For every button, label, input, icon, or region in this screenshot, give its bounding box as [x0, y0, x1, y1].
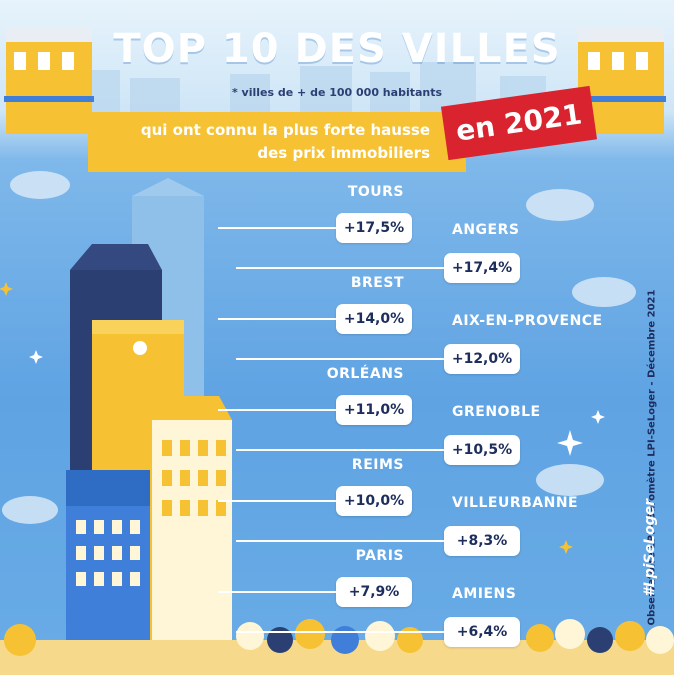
value-label: +6,4% [444, 617, 520, 647]
leader-line [236, 540, 444, 542]
city-label: VILLEURBANNE [452, 495, 579, 511]
footnote: * villes de + de 100 000 habitants [231, 86, 443, 99]
bottom-trees [0, 619, 674, 675]
city-label: TOURS [347, 184, 404, 200]
white-front-building [152, 396, 232, 660]
city-label: BREST [350, 275, 404, 291]
leader-line [236, 631, 444, 633]
page-title: TOP 10 DES VILLES [113, 26, 561, 72]
city-label: ORLÉANS [326, 366, 404, 382]
right-top-house [576, 28, 666, 134]
left-top-house [4, 28, 94, 134]
sparkles-yellow [0, 282, 573, 554]
leader-line [218, 591, 336, 593]
hashtag-text: #LpiSeLoger [642, 498, 658, 598]
leader-line [236, 267, 444, 269]
city-label: GRENOBLE [452, 404, 541, 420]
value-label: +14,0% [336, 304, 412, 334]
value-label: +12,0% [444, 344, 520, 374]
subtitle-line-1: qui ont connu la plus forte hausse [140, 121, 430, 139]
leader-line [218, 409, 336, 411]
value-label: +17,5% [336, 213, 412, 243]
value-label: +17,4% [444, 253, 520, 283]
value-label: +10,0% [336, 486, 412, 516]
leader-line [236, 449, 444, 451]
sparkles [29, 350, 605, 456]
leader-line [236, 358, 444, 360]
blue-front-building [66, 470, 150, 670]
subtitle-line-2: des prix immobiliers [257, 144, 430, 162]
subtitle-banner-text: qui ont connu la plus forte hausse des p… [100, 119, 430, 165]
leader-line [218, 318, 336, 320]
city-label: PARIS [355, 548, 404, 564]
value-label: +10,5% [444, 435, 520, 465]
value-label: +7,9% [336, 577, 412, 607]
leader-line [218, 227, 336, 229]
city-label: ANGERS [452, 222, 520, 238]
city-label: AMIENS [452, 586, 517, 602]
city-label: AIX-EN-PROVENCE [452, 313, 603, 329]
subtitle-banner [88, 112, 466, 172]
value-label: +8,3% [444, 526, 520, 556]
clouds [2, 171, 636, 524]
city-label: REIMS [351, 457, 404, 473]
value-label: +11,0% [336, 395, 412, 425]
leader-line [218, 500, 336, 502]
